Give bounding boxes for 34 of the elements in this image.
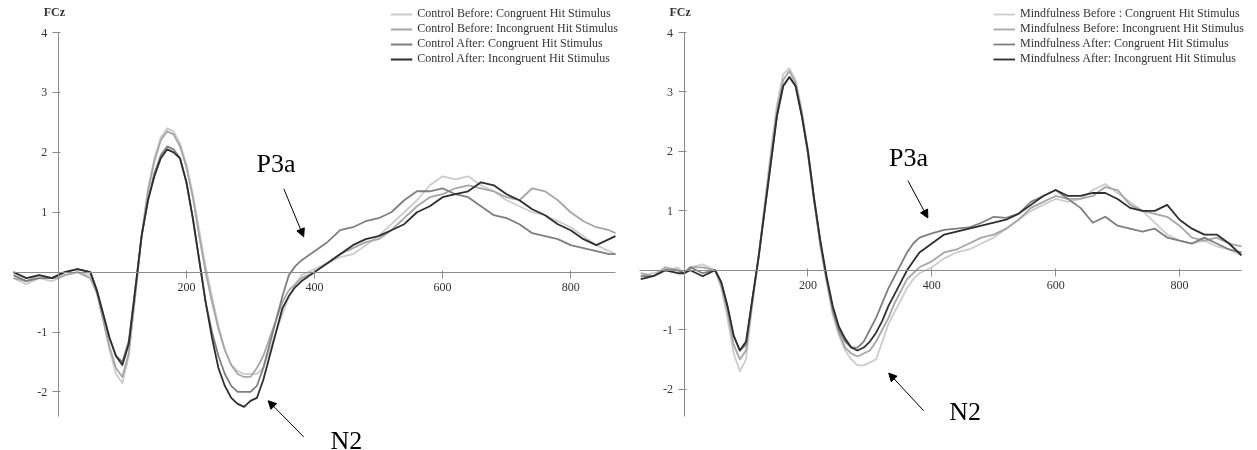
x-tick-label: 800	[561, 280, 580, 295]
x-tick-label: 400	[922, 278, 941, 293]
legend-label: Control Before: Incongruent Hit Stimulus	[417, 21, 618, 36]
y-tick-label: 2	[667, 144, 674, 159]
text: N2	[330, 425, 363, 450]
legend-label: Control After: Incongruent Hit Stimulus	[417, 51, 610, 66]
x-tick-label: 200	[177, 280, 196, 295]
y-tick-label: 3	[41, 85, 48, 100]
y-tick-label: 2	[41, 145, 48, 160]
y-tick-label: 4	[667, 25, 674, 40]
legend-label: Control After: Congruent Hit Stimulus	[417, 36, 603, 51]
legend-label: Mindfulness After: Congruent Hit Stimulus	[1020, 36, 1229, 51]
annotation: P3a	[889, 142, 929, 172]
y-tick-label: -2	[663, 382, 674, 397]
y-axis-title: FCz	[669, 4, 692, 19]
y-tick-label: 4	[41, 25, 48, 40]
x-tick-label: 800	[1170, 278, 1189, 293]
x-tick-label: 600	[433, 280, 452, 295]
y-tick-label: -1	[663, 322, 674, 337]
y-tick-label: 1	[667, 203, 674, 218]
annotation: N2	[949, 397, 982, 427]
y-tick-label: 3	[667, 84, 674, 99]
legend-label: Mindfulness After: Incongruent Hit Stimulus	[1020, 51, 1236, 66]
x-tick-label: 400	[305, 280, 324, 295]
y-axis-title: FCz	[43, 4, 66, 19]
annotation: P3a	[256, 148, 296, 178]
legend-label: Mindfulness Before : Congruent Hit Stimulus	[1020, 6, 1240, 21]
x-tick-label: 200	[798, 278, 817, 293]
y-tick-label: -2	[37, 384, 48, 399]
legend-label: Control Before: Congruent Hit Stimulus	[417, 6, 611, 21]
legend-label: Mindfulness Before: Incongruent Hit Stimulus	[1020, 21, 1244, 36]
y-tick-label: 1	[41, 205, 48, 220]
x-tick-label: 600	[1046, 278, 1065, 293]
y-tick-label: -1	[37, 325, 48, 340]
